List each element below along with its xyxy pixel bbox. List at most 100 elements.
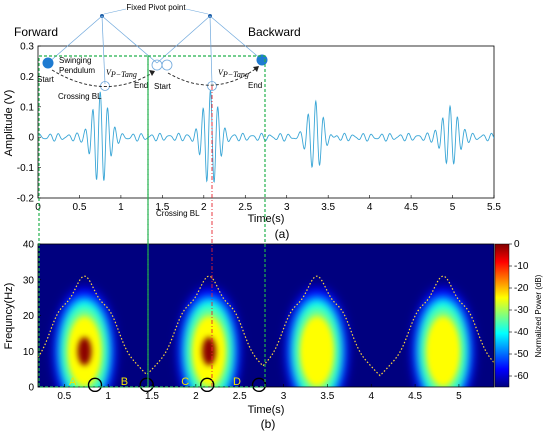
- string-left-2: [101, 15, 106, 85]
- x-tick-label-b: 2.5: [233, 391, 247, 402]
- arrow-head-left: [149, 70, 155, 76]
- x-tick-label-b: 5: [456, 391, 462, 402]
- x-tick-label-a: 3.5: [321, 202, 335, 213]
- point-circle: [199, 377, 215, 393]
- y-tick-label-b: 40: [23, 240, 35, 251]
- heatmap-layer: [52, 286, 475, 387]
- start-label-left: Start: [37, 75, 55, 84]
- heat-blob: [430, 325, 456, 377]
- x-tick-label-a: 0: [35, 202, 41, 213]
- forward-label: Forward: [14, 25, 58, 39]
- bob-start-left: [42, 57, 54, 69]
- x-tick-label-b: 4: [368, 391, 374, 402]
- plot-a-frame: [37, 45, 495, 199]
- string-right-3: [209, 15, 263, 61]
- x-tick-label-a: 2: [201, 202, 207, 213]
- x-tick-label-a: 3: [284, 202, 290, 213]
- panel-label-a: (a): [275, 227, 290, 241]
- x-tick-label-a: 4: [367, 202, 373, 213]
- point-circle: [139, 377, 154, 393]
- axis-a: 0 0.5 1 1.5 2 2.5 3 3.5 4 4.5 5 5.5 -0.2 -0.1 0 0.1 0.2 0…: [17, 42, 502, 214]
- bob-start-right: [161, 59, 173, 71]
- x-tick-label-b: 1.5: [145, 391, 159, 402]
- colorbar-tick-label: -30: [514, 305, 529, 316]
- swing-arc-right: [167, 66, 259, 86]
- colorbar-axis: 0 -10 -20 -30 -40 -50 -60: [509, 239, 529, 382]
- x-tick-label-b: 3: [281, 391, 287, 402]
- panel-a: 0 0.5 1 1.5 2 2.5 3 3.5 4 4.5 5 5.5 -0.2 -0.1 0 0.1 0.2 0…: [3, 3, 501, 241]
- y-tick-label-a: -0.1: [17, 163, 35, 174]
- colorbar-tick-label: -40: [514, 327, 529, 338]
- y-tick-label-a: 0.1: [20, 102, 34, 113]
- pendulum-label: Pendulum: [59, 66, 95, 75]
- swinging-label: Swinging: [59, 56, 91, 65]
- colorbar-tick-label: -50: [514, 349, 529, 360]
- x-tick-label-a: 1.5: [155, 202, 169, 213]
- x-tick-label-a: 5: [450, 202, 456, 213]
- x-tick-label-b: 1: [105, 391, 111, 402]
- x-tick-label-b: 2: [193, 391, 199, 402]
- signal-line: [38, 89, 494, 183]
- crossing-below-label: Crossing BL: [156, 209, 200, 218]
- y-tick-label-b: 0: [28, 383, 34, 394]
- vtang-label-left: VP−Tang: [106, 68, 137, 79]
- point-label: C: [181, 376, 189, 388]
- x-tick-label-a: 4.5: [404, 202, 418, 213]
- y-tick-label-b: 30: [23, 275, 35, 286]
- x-tick-label-a: 1: [118, 202, 124, 213]
- bob-end-right: [256, 54, 268, 66]
- string-right-1: [156, 15, 211, 64]
- y-tick-label-b: 10: [23, 347, 35, 358]
- string-right-2: [209, 15, 213, 85]
- heat-blob: [77, 337, 92, 366]
- green-box-backward: [147, 55, 266, 388]
- overlay-lines: [38, 55, 266, 388]
- bob-crossing-right: [207, 81, 217, 91]
- end-label-right: End: [248, 81, 262, 90]
- swing-arc-left: [51, 69, 155, 87]
- pivot-pointer-left: [103, 8, 127, 15]
- x-axis-label-a: Time(s): [248, 213, 285, 225]
- y-tick-label-a: 0.2: [20, 72, 34, 83]
- colorbar-tick-label: -10: [514, 261, 529, 272]
- pivot-pointer-right: [185, 8, 209, 15]
- y-tick-label-a: 0.3: [20, 42, 34, 53]
- colorbar-tick-label: 0: [514, 239, 520, 250]
- point-label: A: [69, 376, 77, 388]
- string-left-1: [47, 15, 103, 64]
- colorbar: [494, 243, 510, 388]
- y-tick-label-b: 20: [23, 311, 35, 322]
- y-axis-label-b: Frequncy(Hz): [3, 283, 15, 350]
- panel-label-b: (b): [261, 417, 276, 431]
- signal-line-group: [38, 89, 494, 183]
- point-label: B: [121, 376, 128, 388]
- x-tick-label-a: 2.5: [238, 202, 252, 213]
- pivot-label: Fixed Pivot point: [126, 3, 186, 12]
- start-label-right: Start: [154, 82, 172, 91]
- heat-blob: [202, 337, 216, 366]
- envelope-curve: [38, 275, 494, 377]
- colorbar-tick-label: -20: [514, 283, 529, 294]
- vtang-label-right: VP−Tang: [218, 68, 249, 79]
- point-label: D: [233, 376, 241, 388]
- x-tick-label-b: 4.5: [408, 391, 422, 402]
- crossing-label: Crossing BL: [58, 92, 102, 101]
- x-axis-label-b: Time(s): [248, 404, 285, 416]
- x-tick-label-b: 0.5: [57, 391, 71, 402]
- end-label-left: End: [134, 81, 148, 90]
- pendulum-diagram: Fixed Pivot point Forward Backward Start: [14, 3, 301, 218]
- backward-label: Backward: [248, 25, 301, 39]
- marker-points: A B C D: [69, 376, 267, 393]
- colorbar-label: Normalized Power (dB): [534, 274, 543, 357]
- point-circle: [87, 377, 103, 393]
- arrow-head-right: [253, 66, 259, 72]
- panel-b: A B C D 0.5 1 1.5 2 2.5 3 3.5 4 4.5 5 0 10 20 30 40 Frequ…: [3, 239, 543, 431]
- heat-blob: [304, 325, 330, 377]
- axis-b: 0.5 1 1.5 2 2.5 3 3.5 4 4.5 5 0 10 20 30 40: [23, 240, 462, 403]
- x-tick-label-a: 0.5: [73, 202, 87, 213]
- y-tick-label-a: -0.2: [17, 194, 35, 205]
- y-axis-label-a: Amplitude (V): [3, 90, 15, 157]
- y-tick-label-a: 0: [28, 133, 34, 144]
- colorbar-tick-label: -60: [514, 371, 529, 382]
